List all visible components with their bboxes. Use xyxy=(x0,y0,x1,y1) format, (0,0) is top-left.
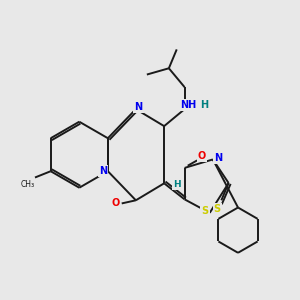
Text: NH: NH xyxy=(180,100,196,110)
Text: N: N xyxy=(214,153,223,163)
Text: O: O xyxy=(112,198,120,208)
Text: H: H xyxy=(200,100,208,110)
Text: CH₃: CH₃ xyxy=(21,180,35,189)
Text: S: S xyxy=(201,206,208,216)
Text: H: H xyxy=(173,180,181,189)
Text: S: S xyxy=(214,204,221,214)
Text: N: N xyxy=(134,102,142,112)
Text: N: N xyxy=(99,166,107,176)
Text: O: O xyxy=(198,151,206,161)
